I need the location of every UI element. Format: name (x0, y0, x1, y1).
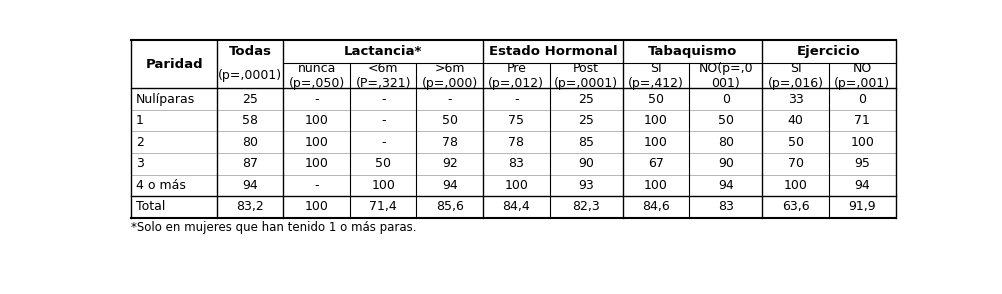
Text: (p=,0001): (p=,0001) (218, 69, 283, 82)
Text: 50: 50 (375, 157, 391, 170)
Text: 90: 90 (718, 157, 733, 170)
Text: 100: 100 (504, 179, 528, 192)
Text: 2: 2 (136, 136, 144, 149)
Text: 71,4: 71,4 (370, 200, 397, 213)
Text: 63,6: 63,6 (782, 200, 810, 213)
Text: 80: 80 (717, 136, 733, 149)
Text: NO(p=,0
001): NO(p=,0 001) (698, 62, 754, 90)
Text: -: - (315, 93, 319, 106)
Text: Tabaquismo: Tabaquismo (648, 45, 737, 58)
Text: 3: 3 (136, 157, 144, 170)
Text: 92: 92 (442, 157, 458, 170)
Text: 87: 87 (242, 157, 259, 170)
Text: 50: 50 (442, 114, 458, 127)
Text: Total: Total (136, 200, 165, 213)
Text: 40: 40 (788, 114, 804, 127)
Text: 1: 1 (136, 114, 144, 127)
Text: 94: 94 (718, 179, 733, 192)
Text: -: - (315, 179, 319, 192)
Text: 50: 50 (648, 93, 664, 106)
Text: Paridad: Paridad (145, 58, 203, 71)
Text: 100: 100 (305, 114, 329, 127)
Text: <6m
(P=,321): <6m (P=,321) (356, 62, 411, 90)
Text: 100: 100 (305, 200, 329, 213)
Text: 100: 100 (784, 179, 808, 192)
Text: 25: 25 (578, 114, 594, 127)
Text: 70: 70 (788, 157, 804, 170)
Text: 71: 71 (855, 114, 870, 127)
Text: 100: 100 (644, 136, 668, 149)
Text: -: - (381, 114, 386, 127)
Text: 85,6: 85,6 (436, 200, 464, 213)
Text: 100: 100 (644, 179, 668, 192)
Text: -: - (381, 136, 386, 149)
Text: 50: 50 (788, 136, 804, 149)
Text: 78: 78 (508, 136, 524, 149)
Text: SI
(p=,412): SI (p=,412) (628, 62, 684, 90)
Text: 80: 80 (242, 136, 259, 149)
Text: 33: 33 (788, 93, 804, 106)
Text: *Solo en mujeres que han tenido 1 o más paras.: *Solo en mujeres que han tenido 1 o más … (131, 221, 417, 234)
Text: 84,4: 84,4 (502, 200, 530, 213)
Text: SI
(p=,016): SI (p=,016) (768, 62, 824, 90)
Text: 0: 0 (721, 93, 729, 106)
Text: 93: 93 (578, 179, 594, 192)
Text: 83,2: 83,2 (236, 200, 264, 213)
Text: 94: 94 (442, 179, 458, 192)
Text: Post
(p=,0001): Post (p=,0001) (554, 62, 618, 90)
Text: 100: 100 (305, 157, 329, 170)
Text: Nulíparas: Nulíparas (136, 93, 195, 106)
Text: 50: 50 (717, 114, 733, 127)
Text: Lactancia*: Lactancia* (344, 45, 423, 58)
Text: -: - (381, 93, 386, 106)
Text: 0: 0 (859, 93, 867, 106)
Text: 25: 25 (242, 93, 258, 106)
Text: 83: 83 (508, 157, 524, 170)
Text: 94: 94 (242, 179, 258, 192)
Text: 100: 100 (305, 136, 329, 149)
Text: 84,6: 84,6 (642, 200, 670, 213)
Text: nunca
(p=,050): nunca (p=,050) (289, 62, 345, 90)
Text: >6m
(p=,000): >6m (p=,000) (422, 62, 478, 90)
Text: Estado Hormonal: Estado Hormonal (489, 45, 617, 58)
Text: Todas: Todas (228, 45, 272, 58)
Text: 58: 58 (242, 114, 259, 127)
Text: 91,9: 91,9 (849, 200, 876, 213)
Text: -: - (514, 93, 519, 106)
Text: 100: 100 (644, 114, 668, 127)
Text: Pre
(p=,012): Pre (p=,012) (488, 62, 544, 90)
Text: 95: 95 (855, 157, 870, 170)
Text: -: - (448, 93, 452, 106)
Text: 67: 67 (648, 157, 664, 170)
Text: NO
(p=,001): NO (p=,001) (835, 62, 891, 90)
Text: 4 o más: 4 o más (136, 179, 186, 192)
Text: Ejercicio: Ejercicio (798, 45, 861, 58)
Text: 85: 85 (578, 136, 594, 149)
Text: 100: 100 (372, 179, 395, 192)
Text: 75: 75 (508, 114, 524, 127)
Text: 25: 25 (578, 93, 594, 106)
Text: 82,3: 82,3 (572, 200, 600, 213)
Text: 83: 83 (718, 200, 733, 213)
Text: 94: 94 (855, 179, 870, 192)
Text: 100: 100 (851, 136, 874, 149)
Text: 90: 90 (578, 157, 594, 170)
Text: 78: 78 (442, 136, 458, 149)
